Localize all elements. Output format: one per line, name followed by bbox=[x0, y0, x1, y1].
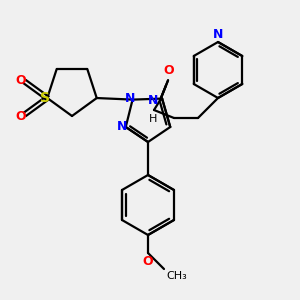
Text: N: N bbox=[213, 28, 223, 41]
Text: N: N bbox=[148, 94, 158, 107]
Text: N: N bbox=[124, 92, 135, 105]
Text: N: N bbox=[117, 121, 127, 134]
Text: O: O bbox=[164, 64, 174, 77]
Text: O: O bbox=[15, 74, 26, 86]
Text: H: H bbox=[149, 114, 157, 124]
Text: O: O bbox=[15, 110, 26, 122]
Text: O: O bbox=[143, 255, 153, 268]
Text: S: S bbox=[40, 91, 50, 105]
Text: CH₃: CH₃ bbox=[166, 271, 187, 281]
